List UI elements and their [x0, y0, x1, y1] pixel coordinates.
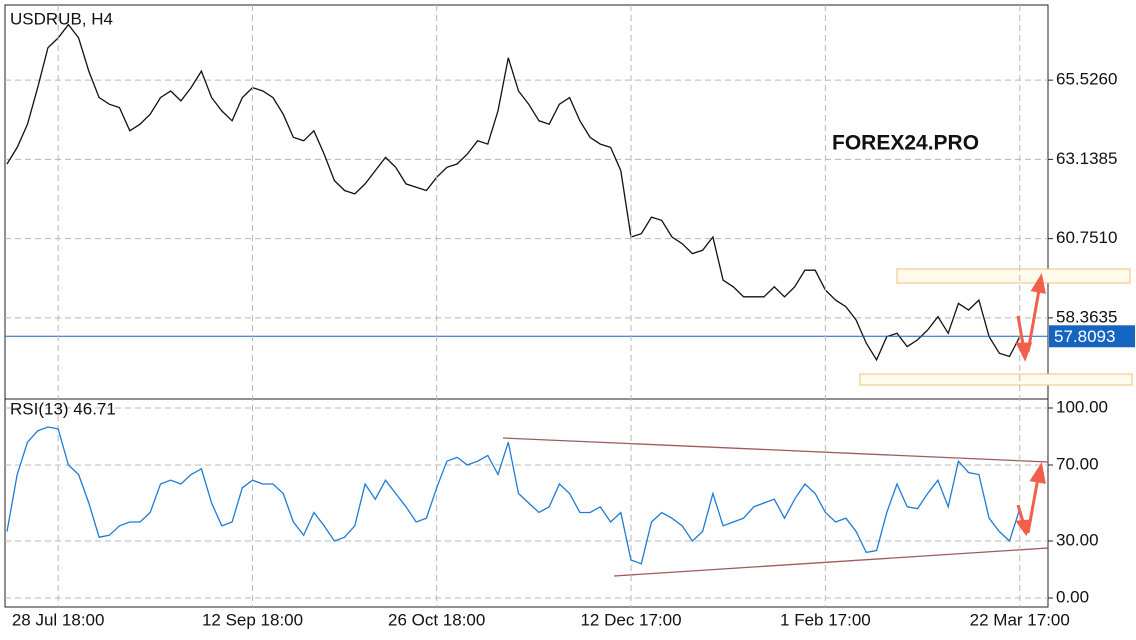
trend-line: [502, 437, 1049, 463]
current-price-box: [1049, 325, 1135, 348]
support-zone: [859, 373, 1133, 386]
y-tick-label: 70.00: [1056, 454, 1099, 473]
current-price-label: 57.8093: [1054, 327, 1115, 346]
price-line: [6, 23, 1021, 362]
y-tick-label: 0.00: [1056, 587, 1089, 606]
resistance-zone: [896, 268, 1131, 284]
watermark: FOREX24.PRO: [832, 132, 979, 155]
price-line: [6, 426, 1021, 565]
rsi-title: RSI(13) 46.71: [10, 399, 116, 418]
y-tick-label: 60.7510: [1056, 228, 1117, 247]
chart-title: USDRUB, H4: [10, 9, 113, 28]
x-tick-label: 1 Feb 17:00: [780, 610, 871, 629]
y-tick-label: 58.3635: [1056, 307, 1117, 326]
trend-line: [613, 547, 1049, 577]
x-tick-label: 28 Jul 18:00: [12, 610, 105, 629]
x-tick-label: 26 Oct 18:00: [388, 610, 485, 629]
x-tick-label: 22 Mar 17:00: [970, 610, 1070, 629]
x-tick-label: 12 Dec 17:00: [580, 610, 681, 629]
y-tick-label: 63.1385: [1056, 149, 1117, 168]
y-tick-label: 65.5260: [1056, 70, 1117, 89]
x-tick-label: 12 Sep 18:00: [202, 610, 303, 629]
arrows: [1015, 272, 1046, 537]
y-tick-label: 30.00: [1056, 530, 1099, 549]
y-tick-label: 100.00: [1056, 397, 1108, 416]
frame: [4, 4, 1049, 608]
